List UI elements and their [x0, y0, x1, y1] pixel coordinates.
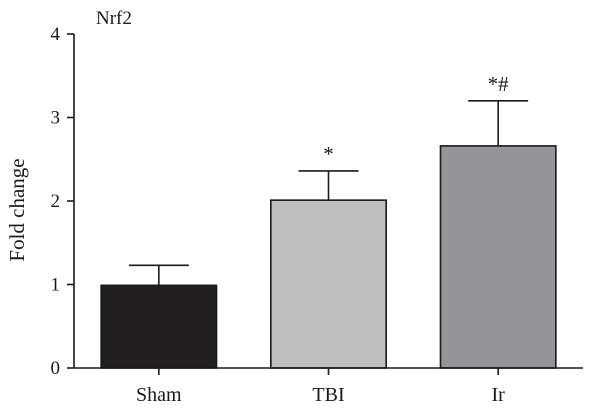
y-axis-ticks: 0 1 2 3 4 — [51, 24, 74, 379]
significance-label: *# — [488, 72, 510, 96]
x-category-label: Sham — [136, 384, 182, 406]
y-tick-label: 1 — [51, 275, 61, 296]
x-axis-labels: Sham TBI Ir — [136, 368, 505, 406]
x-category-label: TBI — [312, 384, 344, 406]
y-tick-label: 3 — [51, 108, 61, 129]
chart-title: Nrf2 — [96, 8, 132, 29]
bar-ir — [439, 145, 557, 369]
y-axis-title: Fold change — [5, 158, 29, 261]
annotations-group: * *# — [323, 72, 509, 166]
bar-tbi — [270, 199, 387, 369]
error-bars-group — [128, 100, 529, 286]
x-category-label: Ir — [492, 384, 506, 406]
y-tick-label: 0 — [51, 358, 61, 379]
y-tick-label: 4 — [51, 24, 61, 45]
bar-sham — [100, 284, 218, 369]
bars-group — [100, 145, 557, 369]
significance-label: * — [323, 142, 334, 166]
y-tick-label: 2 — [51, 191, 61, 212]
